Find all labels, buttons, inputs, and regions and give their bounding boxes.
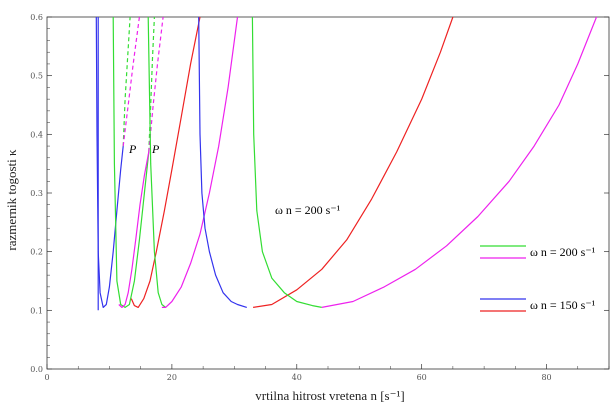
- curve-green-dashed-3: [122, 16, 131, 147]
- curve-magenta-10: [161, 16, 239, 308]
- plot-area: [46, 16, 610, 370]
- y-tick-label: 0.2: [30, 248, 43, 257]
- y-tick-label: 0.3: [30, 189, 43, 198]
- y-tick-label: 0.0: [30, 365, 43, 374]
- curve-magenta-dashed-7: [148, 16, 164, 152]
- x-axis-label: vrtilna hitrost vretena n [s⁻¹]: [255, 388, 404, 403]
- x-tick-label: 0: [44, 373, 49, 382]
- curve-green-13: [251, 16, 322, 308]
- curve-green-9: [147, 16, 166, 308]
- curve-magenta-14: [321, 16, 598, 308]
- y-tick-label: 0.6: [30, 13, 43, 22]
- y-tick-label: 0.5: [30, 72, 43, 81]
- curve-annotation: ω n = 200 s⁻¹: [275, 203, 341, 217]
- y-axis-label: razmernik togosti κ: [4, 149, 19, 251]
- curve-magenta-5: [118, 151, 150, 308]
- curve-red-8: [130, 16, 201, 308]
- legend-label-200: ω n = 200 s⁻¹: [530, 245, 596, 259]
- x-tick-label: 40: [292, 373, 302, 382]
- x-tick-label: 20: [167, 373, 177, 382]
- x-tick-label: 60: [417, 373, 427, 382]
- legend: ω n = 200 s⁻¹ ω n = 150 s⁻¹: [480, 245, 596, 312]
- curve-blue-0: [95, 16, 124, 308]
- point-label-p1: P: [128, 142, 137, 156]
- legend-label-150: ω n = 150 s⁻¹: [530, 298, 596, 312]
- point-label-p2: P: [151, 142, 160, 156]
- y-tick-label: 0.4: [30, 130, 43, 139]
- curve-group: [95, 16, 598, 311]
- x-tick-label: 80: [541, 373, 551, 382]
- curve-green-2: [112, 16, 150, 308]
- curve-blue-11: [198, 16, 247, 308]
- tick-group: 0 20 40 60 80 0.0 0.1 0.2 0.3 0.4 0.5 0.6: [30, 13, 610, 382]
- curve-magenta-dashed-6: [122, 16, 140, 147]
- y-tick-label: 0.1: [30, 306, 43, 315]
- curve-red-12: [253, 16, 454, 308]
